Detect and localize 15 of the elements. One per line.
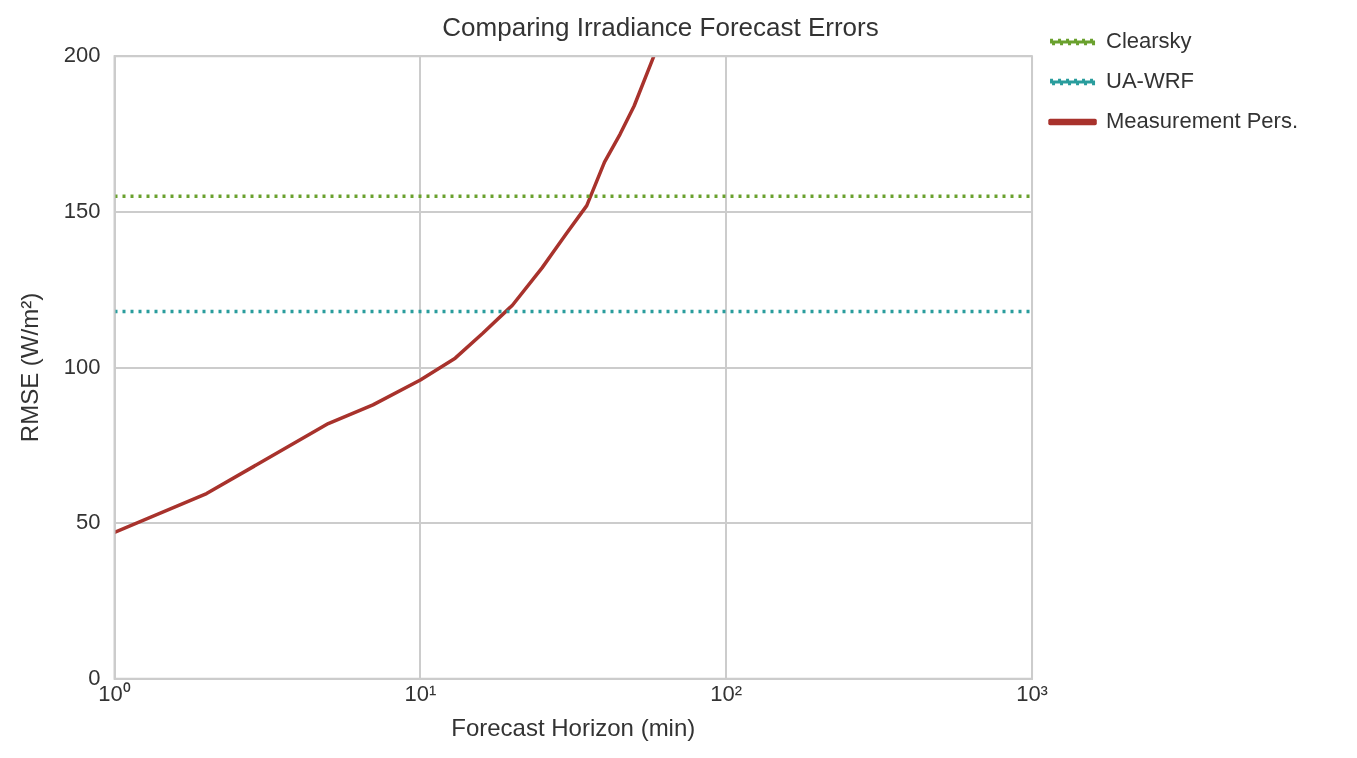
x-tick-label: 10³	[1016, 681, 1048, 707]
chart-title: Comparing Irradiance Forecast Errors	[442, 11, 879, 42]
x-tick-label: 10²	[710, 681, 743, 707]
y-tick-label: 150	[63, 197, 101, 223]
legend-label: Measurement Pers.	[1106, 108, 1299, 134]
x-tick-label: 10⁰	[98, 681, 131, 707]
x-axis-title: Forecast Horizon (min)	[451, 714, 696, 742]
legend-label: Clearsky	[1106, 28, 1192, 54]
x-tick-label: 10¹	[404, 681, 437, 707]
y-tick-label: 50	[76, 509, 101, 535]
y-tick-label: 200	[63, 42, 101, 68]
y-tick-label: 100	[63, 353, 101, 379]
y-tick-label: 0	[88, 664, 101, 690]
legend-label: UA-WRF	[1106, 68, 1195, 94]
y-axis-title: RMSE (W/m²)	[16, 292, 44, 443]
